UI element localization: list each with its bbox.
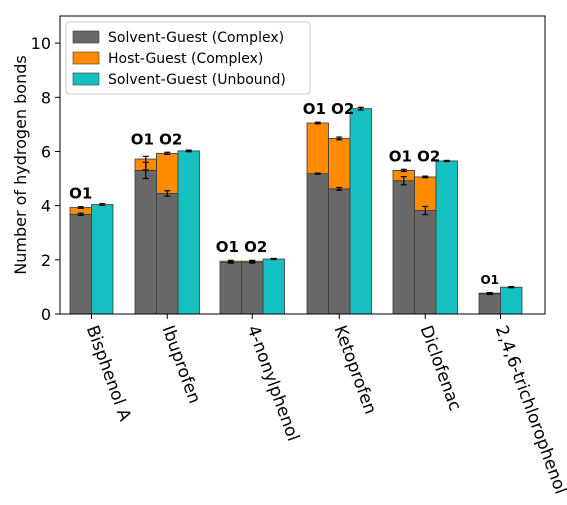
bar-solvent-guest-complex-g1-o1 — [134, 170, 157, 315]
bar-solvent-guest-unbound-g1 — [177, 150, 200, 315]
annotation-5: O1 — [480, 273, 499, 287]
bar-host-guest-complex-g3-o1 — [306, 122, 329, 175]
x-tick-label-3: Ketoprofen — [330, 323, 381, 417]
bar-solvent-guest-complex-g4-o2 — [414, 210, 437, 315]
errorbar-host-g1-o1 — [142, 155, 149, 171]
annotation-1: O1 O2 — [131, 130, 183, 148]
bar-host-guest-complex-g1-o2 — [156, 152, 179, 194]
bars-layer — [69, 108, 523, 315]
y-axis: 0 2 4 6 8 10 — [31, 34, 60, 324]
bar-solvent-guest-complex-g0-o1 — [69, 213, 92, 315]
errorbar-total-g2-o1 — [227, 259, 234, 263]
legend-box — [65, 21, 311, 95]
legend-label-solvent-complex: Solvent-Guest (Complex) — [108, 30, 284, 46]
errorbar-unbound-g0 — [99, 203, 106, 206]
errorbar-total-g0-o1 — [77, 206, 84, 209]
legend-swatch-solvent-unbound — [72, 72, 100, 86]
legend-swatch-solvent-complex — [72, 30, 100, 44]
errorbar-total-g4-o2 — [422, 175, 429, 179]
bar-solvent-guest-unbound-g4 — [435, 160, 458, 315]
errorbar-unbound-g4 — [443, 159, 450, 163]
errorbar-total-g1-o2 — [164, 151, 171, 156]
errorbar-total-g2-o2 — [249, 259, 256, 263]
errorbar-total-g5-o1 — [486, 291, 493, 295]
x-tick-label-2: 4-nonylphenol — [243, 323, 303, 444]
errorbar-solvent-g3-o2 — [336, 186, 343, 191]
errorbar-solvent-g0-o1 — [77, 212, 84, 216]
errorbar-solvent-g1-o2 — [164, 190, 171, 197]
bar-solvent-guest-unbound-g2 — [262, 258, 285, 315]
annotation-0: O1 — [69, 185, 92, 203]
bar-host-guest-complex-g4-o2 — [414, 176, 437, 211]
annotation-3: O1 O2 — [303, 100, 355, 118]
bar-solvent-guest-unbound-g3 — [349, 108, 372, 315]
errorbar-unbound-g1 — [185, 149, 192, 153]
bar-solvent-guest-unbound-g0 — [91, 204, 114, 315]
x-tick-label-5: 2,4,6-trichlorophenol — [491, 323, 567, 497]
bar-solvent-guest-complex-g5-o1 — [478, 293, 501, 315]
bar-solvent-guest-unbound-g5 — [500, 286, 523, 315]
y-axis-label: Number of hydrogen bonds — [11, 55, 30, 274]
bar-host-guest-complex-g3-o2 — [328, 138, 351, 190]
x-tick-label-1: Ibuprofen — [158, 323, 205, 407]
y-tick-label-6: 6 — [41, 142, 51, 161]
annotation-4: O1 O2 — [389, 147, 441, 165]
annotation-2: O1 O2 — [216, 238, 268, 256]
errorbar-unbound-g5 — [508, 286, 515, 289]
bar-solvent-guest-complex-g4-o1 — [392, 180, 415, 315]
bar-solvent-guest-complex-g3-o2 — [328, 188, 351, 315]
errorbars-layer — [77, 106, 515, 296]
errorbar-solvent-g4-o2 — [422, 205, 429, 216]
x-tick-label-0: Bisphenol A — [82, 323, 135, 424]
y-tick-label-4: 4 — [41, 197, 51, 216]
errorbar-total-g4-o1 — [400, 168, 407, 173]
bar-solvent-guest-complex-g2-o2 — [241, 262, 264, 315]
y-tick-label-2: 2 — [41, 251, 51, 270]
bar-solvent-guest-complex-g2-o1 — [219, 262, 242, 315]
y-tick-label-8: 8 — [41, 88, 51, 107]
x-axis: Bisphenol A Ibuprofen 4-nonylphenol Ketopro… — [82, 314, 567, 497]
errorbar-solvent-g3-o1 — [314, 172, 321, 175]
y-tick-label-10: 10 — [31, 34, 51, 53]
bar-solvent-guest-complex-g3-o1 — [306, 173, 329, 315]
errorbar-unbound-g3 — [357, 106, 364, 111]
errorbar-total-g3-o1 — [314, 121, 321, 125]
errorbar-solvent-g4-o1 — [400, 176, 407, 186]
legend-label-host-complex: Host-Guest (Complex) — [108, 51, 263, 67]
annotations-layer: O1 O1 O2 O1 O2 O1 O2 O1 O2 O1 — [69, 100, 499, 287]
y-tick-label-0: 0 — [41, 305, 51, 324]
errorbar-unbound-g2 — [270, 257, 277, 261]
plot-area-frame — [59, 15, 546, 315]
bar-solvent-guest-complex-g1-o2 — [156, 193, 179, 315]
legend: Solvent-Guest (Complex) Host-Guest (Compl… — [65, 21, 311, 95]
legend-swatch-host-complex — [72, 51, 100, 65]
legend-label-solvent-unbound: Solvent-Guest (Unbound) — [108, 72, 286, 88]
errorbar-total-g3-o2 — [336, 136, 343, 141]
x-tick-label-4: Diclofenac — [416, 323, 465, 414]
